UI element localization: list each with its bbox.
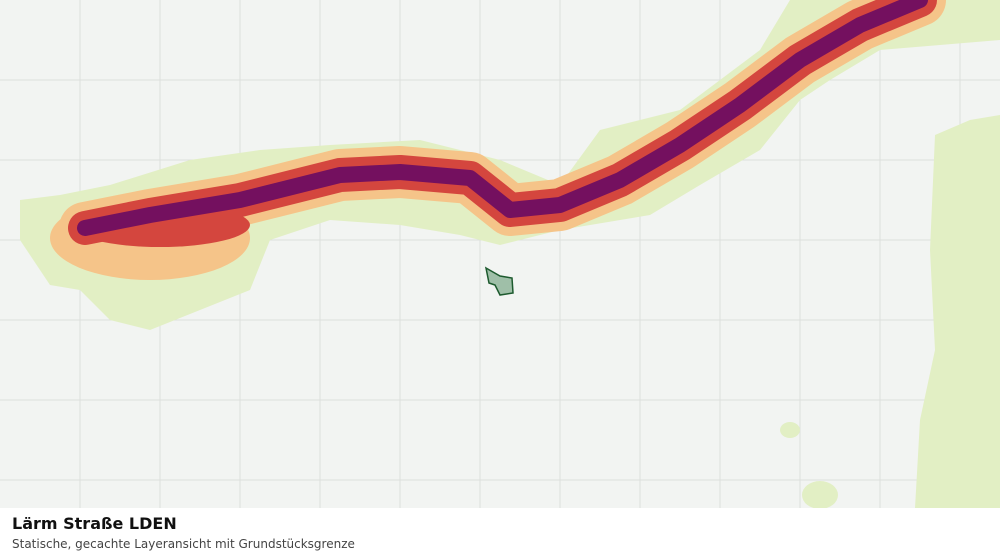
map-title: Lärm Straße LDEN: [12, 514, 177, 533]
noise-zones: [50, 0, 946, 280]
noise-zone-very-high: [77, 0, 928, 236]
legend-footer: Lärm Straße LDEN Statische, gecachte Lay…: [0, 508, 1000, 560]
parcel-boundary: [484, 266, 514, 296]
map-subtitle: Statische, gecachte Layeransicht mit Gru…: [12, 537, 355, 551]
